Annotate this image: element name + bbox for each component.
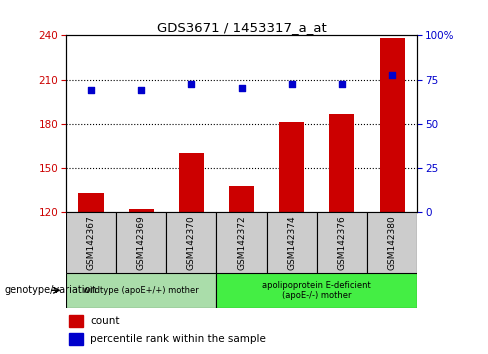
Point	[238, 86, 245, 91]
Bar	[217, 212, 266, 273]
Title: GDS3671 / 1453317_a_at: GDS3671 / 1453317_a_at	[157, 21, 326, 34]
Text: wildtype (apoE+/+) mother: wildtype (apoE+/+) mother	[83, 286, 199, 295]
Text: percentile rank within the sample: percentile rank within the sample	[90, 334, 266, 344]
Bar	[179, 153, 204, 212]
Bar	[329, 114, 354, 212]
Text: apolipoprotein E-deficient
(apoE-/-) mother: apolipoprotein E-deficient (apoE-/-) mot…	[263, 281, 371, 300]
Text: GSM142376: GSM142376	[337, 215, 346, 270]
Bar	[129, 210, 154, 212]
Bar	[66, 273, 217, 308]
Bar	[217, 273, 417, 308]
Text: GSM142380: GSM142380	[387, 215, 397, 270]
Bar	[380, 38, 405, 212]
Bar	[69, 333, 83, 345]
Bar	[279, 122, 305, 212]
Text: GSM142374: GSM142374	[287, 215, 296, 270]
Bar	[229, 186, 254, 212]
Bar	[266, 212, 317, 273]
Point	[187, 81, 195, 87]
Point	[288, 81, 296, 87]
Text: GSM142372: GSM142372	[237, 215, 246, 270]
Bar	[317, 212, 367, 273]
Point	[388, 72, 396, 78]
Bar	[69, 315, 83, 327]
Bar	[66, 212, 116, 273]
Text: genotype/variation: genotype/variation	[5, 285, 98, 295]
Bar	[166, 212, 217, 273]
Text: GSM142369: GSM142369	[137, 215, 146, 270]
Bar	[116, 212, 166, 273]
Text: GSM142370: GSM142370	[187, 215, 196, 270]
Point	[87, 87, 95, 93]
Point	[338, 81, 346, 87]
Point	[137, 87, 145, 93]
Text: GSM142367: GSM142367	[86, 215, 96, 270]
Bar	[79, 193, 103, 212]
Text: count: count	[90, 316, 120, 326]
Bar	[367, 212, 417, 273]
